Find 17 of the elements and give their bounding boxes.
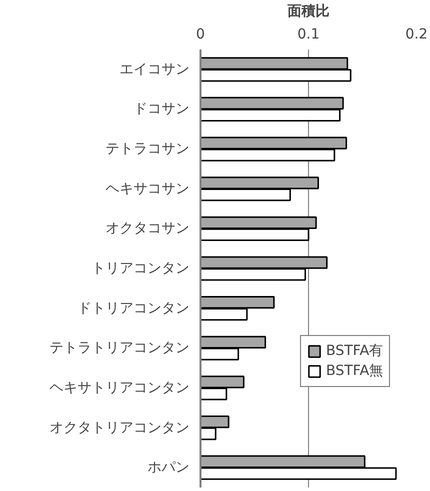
y-tick-label: オクタコサン <box>106 220 190 237</box>
y-tick-label: ホパン <box>148 460 190 476</box>
legend-label: BSTFA無 <box>326 362 384 380</box>
y-tick-label: エイコサン <box>120 61 190 78</box>
y-tick-label: ヘキサコサン <box>106 180 190 197</box>
y-tick-label: テトラトリアコンタン <box>50 340 190 356</box>
x-tick-label: 0.2 <box>405 26 428 42</box>
y-tick-label: ドトリアコンタン <box>78 300 190 316</box>
x-tick-label: 0 <box>196 26 205 42</box>
y-tick-label: トリアコンタン <box>92 260 190 276</box>
y-tick-label: テトラコサン <box>106 141 190 158</box>
x-axis-title: 面積比 <box>286 4 330 20</box>
y-tick-label: ドコサン <box>134 101 190 118</box>
y-tick-label: ヘキサトリアコンタン <box>50 380 190 396</box>
y-tick-label: オクタトリアコンタン <box>50 420 190 436</box>
x-tick-label: 0.1 <box>297 26 320 42</box>
legend-label: BSTFA有 <box>326 342 384 360</box>
